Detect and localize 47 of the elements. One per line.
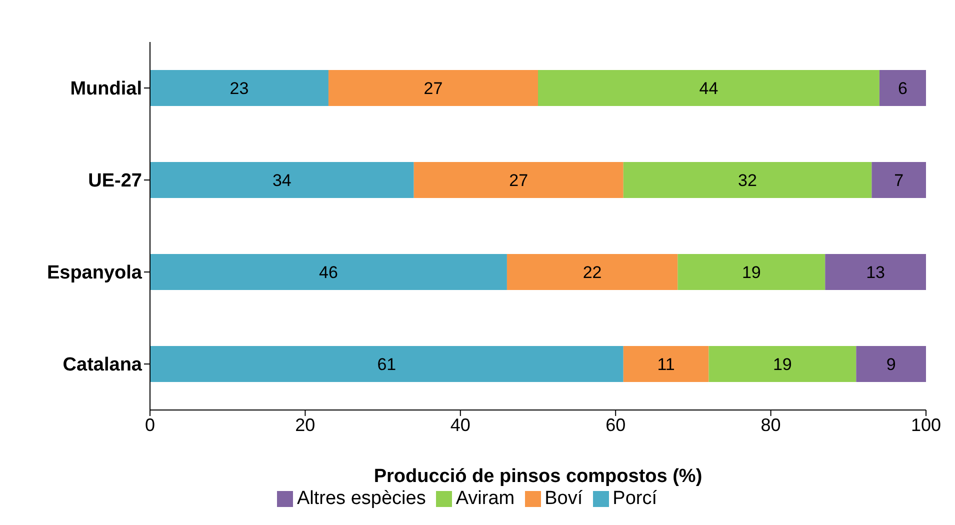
y-tick-label: UE-27 [88,170,142,192]
x-tick-label: 40 [450,414,470,435]
y-tick-label: Catalana [62,354,142,376]
x-tick-label: 80 [760,414,781,435]
data-label: 19 [742,263,761,282]
y-tick-label: Espanyola [46,262,142,284]
data-label: 6 [898,79,908,98]
x-tick-label: 100 [910,414,942,435]
data-label: 27 [424,79,443,98]
y-tick-label: Mundial [70,78,142,100]
bar [623,162,872,198]
bar [708,346,856,382]
legend-label: Porcí [612,488,657,509]
legend-label: Altres espècies [296,488,426,509]
data-label: 44 [699,79,718,98]
data-label: 9 [886,355,896,374]
x-axis-title: Producció de pinsos compostos (%) [374,466,702,487]
data-label: 7 [894,171,904,190]
bar [623,346,709,382]
data-label: 46 [319,263,338,282]
data-label: 19 [772,355,792,374]
data-label: 22 [582,263,602,282]
bar [506,254,678,290]
data-label: 27 [509,171,528,190]
data-label: 11 [657,355,675,374]
data-label: 23 [230,79,249,98]
bar [150,162,414,198]
bar [328,70,538,106]
x-tick-label: 0 [144,414,156,435]
legend-label: Boví [544,488,583,509]
data-label: 61 [377,355,396,374]
bar [538,70,880,106]
bar [150,254,507,290]
data-label: 34 [272,171,292,190]
bar [150,346,624,382]
legend-label: Aviram [456,488,515,509]
x-tick-label: 20 [295,414,316,435]
bar [414,162,624,198]
bar [825,254,926,290]
bar [678,254,826,290]
data-label: 32 [738,171,757,190]
data-label: 13 [866,263,886,282]
x-tick-label: 60 [606,414,626,435]
bar [879,70,926,106]
bar [872,162,926,198]
bar [150,70,328,106]
bar [856,346,926,382]
